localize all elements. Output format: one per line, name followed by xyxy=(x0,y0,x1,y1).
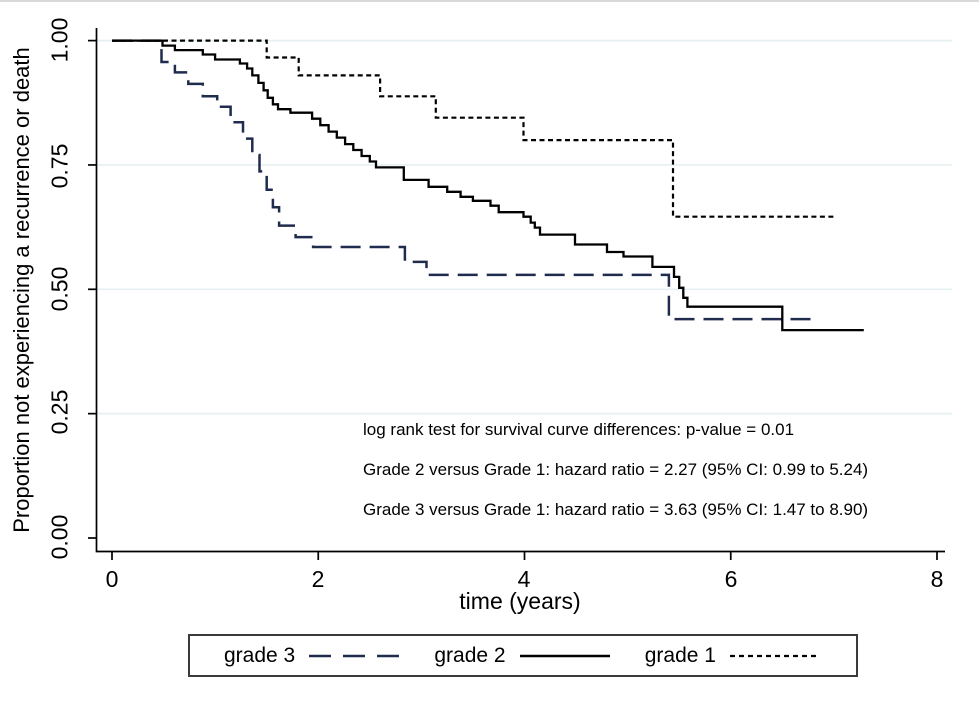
legend-label-grade-1: grade 1 xyxy=(644,643,716,667)
curve-grade-3 xyxy=(112,39,812,321)
annotation-hr-grade3: Grade 3 versus Grade 1: hazard ratio = 3… xyxy=(363,500,869,519)
y-tick-label-0.50: 0.50 xyxy=(46,266,73,312)
x-tick-label-8: 8 xyxy=(930,566,944,592)
legend-label-grade-2: grade 2 xyxy=(434,643,506,667)
x-axis-title: time (years) xyxy=(459,588,581,614)
x-tick-label-2: 2 xyxy=(311,566,325,592)
figure-top-border xyxy=(0,0,979,2)
curve-grade-2 xyxy=(112,39,864,332)
y-tick-label-0.25: 0.25 xyxy=(46,389,73,435)
x-tick-label-4: 4 xyxy=(517,566,531,592)
y-axis-title: Proportion not experiencing a recurrence… xyxy=(9,47,34,533)
legend-line-sample-grade-2 xyxy=(519,654,610,657)
legend-line-sample-grade-3 xyxy=(309,654,400,657)
curve-grade-1 xyxy=(112,39,834,218)
annotation-hr-grade2: Grade 2 versus Grade 1: hazard ratio = 2… xyxy=(363,460,869,479)
y-tick-label-1.00: 1.00 xyxy=(46,17,73,63)
legend-item-grade-1: grade 1 xyxy=(645,644,822,668)
legend-item-grade-2: grade 2 xyxy=(434,644,611,668)
legend-label-grade-3: grade 3 xyxy=(224,643,296,667)
y-tick-label-0.00: 0.00 xyxy=(46,514,73,560)
legend-line-sample-grade-1 xyxy=(729,654,820,657)
legend-item-grade-3: grade 3 xyxy=(224,644,401,668)
x-tick-label-0: 0 xyxy=(105,566,119,592)
legend-box: grade 3 grade 2 grade 1 xyxy=(188,634,858,677)
y-tick-label-0.75: 0.75 xyxy=(46,143,73,189)
annotation-logrank: log rank test for survival curve differe… xyxy=(363,420,795,439)
x-tick-label-6: 6 xyxy=(724,566,738,592)
